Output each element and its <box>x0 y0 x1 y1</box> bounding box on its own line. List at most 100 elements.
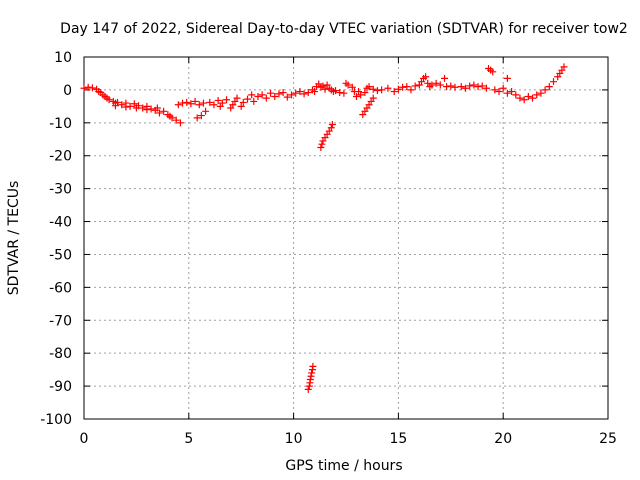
data-point <box>508 88 516 96</box>
data-point <box>88 84 96 92</box>
data-point <box>307 372 315 380</box>
data-point <box>296 88 304 96</box>
data-point <box>283 93 291 101</box>
data-point <box>495 88 503 96</box>
data-point <box>348 83 356 91</box>
x-tick-label: 0 <box>80 431 89 447</box>
data-point <box>512 91 520 99</box>
data-point <box>466 82 474 90</box>
data-point <box>529 94 537 102</box>
data-point <box>132 104 140 112</box>
data-point <box>516 94 524 102</box>
data-point <box>248 91 256 99</box>
data-point <box>541 86 549 94</box>
data-point <box>403 83 411 91</box>
data-point <box>210 101 218 109</box>
y-tick-label: -90 <box>49 379 72 395</box>
data-point <box>394 85 402 93</box>
data-point <box>309 362 317 370</box>
data-point <box>457 83 465 91</box>
data-point <box>174 101 182 109</box>
x-tick-label: 5 <box>184 431 193 447</box>
data-point <box>447 82 455 90</box>
data-point <box>332 87 340 95</box>
data-point <box>407 86 415 94</box>
tick-labels: 0 5 10 15 20 25 10 0 -10 -20 -30 -40 -50 -60 -70 -80 -90… <box>40 50 617 447</box>
data-point <box>461 84 469 92</box>
data-point <box>489 68 497 76</box>
data-point <box>147 105 155 113</box>
data-point <box>357 91 365 99</box>
data-point <box>195 101 203 109</box>
data-point <box>304 89 312 97</box>
data-point <box>304 385 312 393</box>
data-point <box>328 120 336 128</box>
data-point <box>153 104 161 112</box>
data-point <box>80 84 88 92</box>
x-axis-label: GPS time / hours <box>285 458 402 474</box>
data-point <box>478 82 486 90</box>
data-point <box>545 83 553 91</box>
data-point <box>118 101 126 109</box>
data-point <box>369 94 377 102</box>
data-point <box>193 114 201 122</box>
data-point <box>352 92 360 100</box>
y-tick-label: 10 <box>54 50 72 66</box>
data-point <box>288 91 296 99</box>
data-point <box>305 382 313 390</box>
data-point <box>267 89 275 97</box>
data-point <box>308 369 316 377</box>
data-point <box>206 98 214 106</box>
data-point <box>378 86 386 94</box>
x-tick-label: 25 <box>599 431 617 447</box>
data-point <box>369 85 377 93</box>
data-point <box>126 102 134 110</box>
y-tick-label: -40 <box>49 215 72 231</box>
data-point <box>470 81 478 89</box>
data-point <box>202 107 210 115</box>
data-point <box>451 83 459 91</box>
data-point <box>499 84 507 92</box>
data-point <box>271 92 279 100</box>
data-point <box>491 86 499 94</box>
data-point <box>130 100 138 108</box>
data-point <box>432 79 440 87</box>
data-point <box>336 89 344 97</box>
data-point <box>237 102 245 110</box>
data-point <box>474 83 482 91</box>
data-point <box>122 103 130 111</box>
data-point <box>275 90 283 98</box>
x-tick-label: 10 <box>285 431 303 447</box>
data-point <box>250 97 258 105</box>
data-point <box>262 94 270 102</box>
data-point <box>399 83 407 91</box>
axis-ticks <box>83 56 609 420</box>
data-point <box>254 92 262 100</box>
data-point <box>160 107 168 115</box>
data-point <box>318 140 326 148</box>
data-points <box>80 63 568 393</box>
data-point <box>233 94 241 102</box>
data-point <box>311 88 319 96</box>
data-point <box>143 106 151 114</box>
data-point <box>443 83 451 91</box>
data-point <box>441 74 449 82</box>
data-point <box>176 119 184 127</box>
x-tick-label: 15 <box>389 431 407 447</box>
data-point <box>183 98 191 106</box>
data-point <box>218 99 226 107</box>
data-point <box>172 116 180 124</box>
chart-title: Day 147 of 2022, Sidereal Day-to-day VTE… <box>60 21 628 37</box>
plot-frame <box>83 56 609 420</box>
x-tick-label: 20 <box>494 431 512 447</box>
y-tick-label: -20 <box>49 149 72 165</box>
data-point <box>111 102 119 110</box>
y-axis-label: SDTVAR / TECUs <box>6 181 22 296</box>
data-point <box>179 99 187 107</box>
data-point <box>537 89 545 97</box>
data-point <box>344 81 352 89</box>
data-point <box>428 81 436 89</box>
y-tick-label: 0 <box>63 83 72 99</box>
data-point <box>199 99 207 107</box>
